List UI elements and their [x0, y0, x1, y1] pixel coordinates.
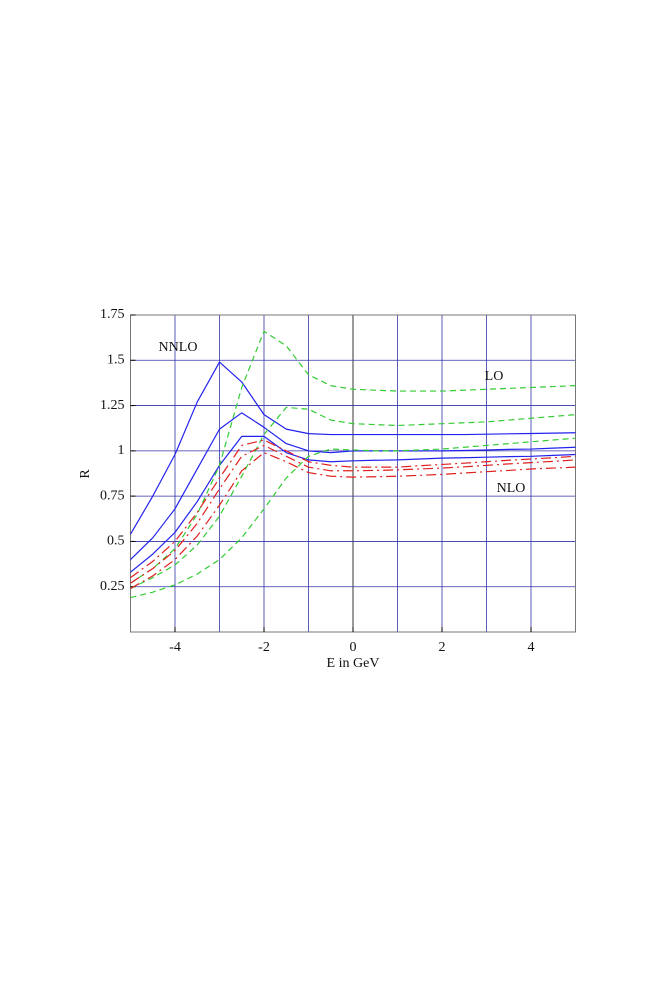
x-tick-label: 0 [350, 640, 357, 655]
y-tick-label: 1.75 [100, 307, 125, 322]
y-tick-label: 1 [118, 443, 125, 458]
x-axis-label: E in GeV [327, 656, 380, 671]
curve [130, 330, 576, 584]
annotation: LO [485, 369, 504, 384]
curve [130, 412, 576, 560]
x-tick-label: 2 [439, 640, 446, 655]
curve [130, 439, 576, 579]
y-tick-label: 0.25 [100, 579, 125, 594]
y-tick-label: 1.5 [107, 353, 125, 368]
curve [129, 361, 576, 535]
x-tick-label: 4 [528, 640, 535, 655]
x-tick-label: -4 [169, 640, 181, 655]
curve [130, 435, 576, 573]
x-tick-label: -2 [258, 640, 270, 655]
annotation: NNLO [159, 340, 198, 355]
curve [130, 452, 576, 590]
y-tick-label: 0.75 [100, 488, 125, 503]
y-tick-label: 1.25 [100, 398, 125, 413]
y-axis-label: R [78, 469, 93, 479]
curve [130, 406, 576, 590]
y-tick-label: 0.5 [107, 534, 125, 549]
annotation: NLO [497, 481, 526, 496]
curve [130, 444, 576, 584]
curve [130, 437, 576, 599]
